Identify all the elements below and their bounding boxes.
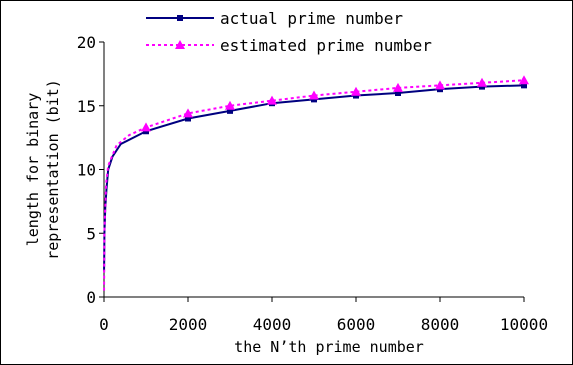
legend: actual prime number estimated prime numbe… [146, 9, 432, 55]
legend-swatch-marker [177, 15, 183, 21]
legend-label: estimated prime number [220, 36, 432, 55]
data-point [519, 75, 529, 85]
x-tick-label: 0 [99, 315, 109, 334]
legend-entry: estimated prime number [146, 36, 432, 55]
y-axis-label-line-2: representation (bit) [44, 79, 62, 260]
y-tick-label: 5 [86, 224, 96, 243]
data-point [267, 95, 277, 105]
x-tick-label: 4000 [253, 315, 292, 334]
data-point [351, 86, 361, 96]
series-layer [103, 75, 529, 291]
series-estimated [103, 75, 529, 291]
data-point [225, 100, 235, 110]
y-tick-label: 0 [86, 288, 96, 307]
x-tick-label: 10000 [500, 315, 548, 334]
axes: 0 5 10 15 20 0 2000 4000 6000 8000 10000 [77, 33, 548, 334]
x-tick-label: 2000 [169, 315, 208, 334]
y-tick-label: 10 [77, 161, 96, 180]
y-axis-label-line-1: length for binary [24, 93, 42, 247]
legend-label: actual prime number [220, 9, 403, 28]
data-point [521, 82, 527, 89]
data-point [141, 122, 151, 132]
legend-swatch-marker [175, 40, 185, 49]
series-line [103, 79, 525, 291]
data-point [435, 80, 445, 90]
legend-entry: actual prime number [146, 9, 403, 28]
data-point [227, 107, 233, 114]
x-tick-label: 6000 [337, 315, 376, 334]
y-tick-label: 15 [77, 97, 96, 116]
data-point [395, 90, 401, 96]
data-point [185, 115, 191, 122]
data-point [309, 90, 319, 100]
x-tick-label: 8000 [421, 315, 460, 334]
data-point [393, 82, 403, 92]
data-point [477, 77, 487, 87]
data-point [183, 108, 193, 118]
x-axis-label: the N’th prime number [234, 338, 424, 356]
y-tick-label: 20 [77, 33, 96, 52]
axis-labels: the N’th prime number length for binary … [24, 79, 424, 356]
